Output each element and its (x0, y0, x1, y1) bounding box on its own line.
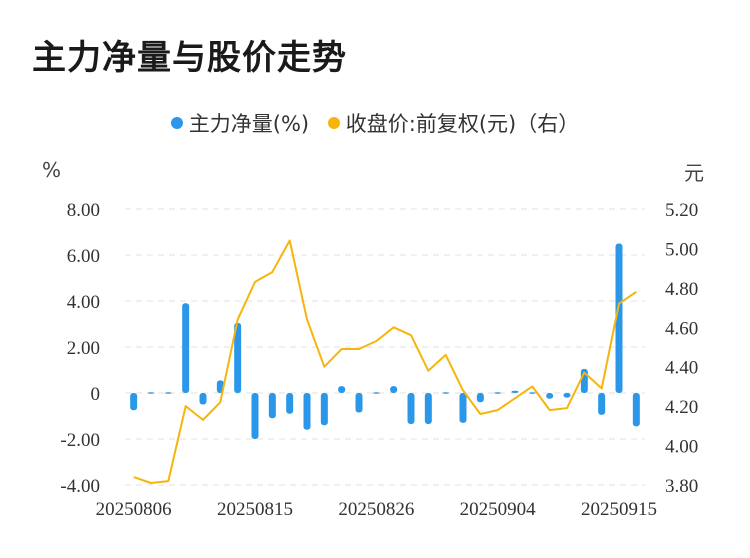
x-tick-label: 20250806 (96, 499, 172, 520)
line-series (133, 239, 637, 484)
bar (199, 393, 207, 405)
bar-series (130, 243, 640, 439)
left-tick-label: 8.00 (67, 200, 100, 221)
left-tick-label: -4.00 (60, 476, 100, 497)
bar (494, 392, 502, 394)
bar (251, 393, 259, 439)
left-tick-label: 6.00 (67, 246, 100, 267)
legend-dot-icon (170, 117, 183, 129)
close-price-line (133, 239, 637, 484)
left-tick-label: 2.00 (67, 338, 100, 359)
bar (615, 243, 623, 393)
chart-title: 主力净量与股价走势 (32, 38, 347, 78)
grid-lines (125, 208, 645, 486)
bar (407, 393, 415, 425)
right-tick-label: 4.40 (665, 358, 698, 379)
bar (598, 393, 606, 415)
bar (511, 390, 519, 393)
legend-label: 收盘价:前复权(元)（右） (345, 112, 580, 136)
legend-dot-icon (327, 117, 340, 129)
right-axis-unit: 元 (684, 161, 704, 185)
bar (390, 386, 398, 393)
x-tick-label: 20250815 (217, 499, 293, 520)
bar (268, 393, 276, 419)
bar (442, 392, 450, 394)
bar (234, 322, 242, 393)
right-axis-labels: 5.20 5.00 4.80 4.60 4.40 4.20 4.00 3.80 (665, 200, 698, 497)
right-tick-label: 5.00 (665, 239, 698, 260)
bar (338, 386, 346, 393)
bar (476, 393, 484, 403)
left-axis-labels: 8.00 6.00 4.00 2.00 0 -2.00 -4.00 (60, 200, 100, 497)
right-tick-label: 3.80 (665, 476, 698, 497)
x-tick-label: 20250826 (338, 499, 414, 520)
bar (546, 393, 554, 399)
right-tick-label: 4.80 (665, 279, 698, 300)
bar (147, 392, 155, 394)
right-tick-label: 5.20 (665, 200, 698, 221)
bar (528, 392, 536, 394)
bar (320, 393, 328, 426)
x-tick-label: 20250915 (581, 499, 657, 520)
left-tick-label: 0 (91, 384, 101, 405)
left-tick-label: -2.00 (60, 430, 100, 451)
bar (286, 393, 294, 414)
legend-label: 主力净量(%) (188, 112, 310, 136)
bar (424, 393, 432, 425)
right-tick-label: 4.20 (665, 397, 698, 418)
bar (164, 392, 172, 394)
bar (303, 393, 311, 430)
x-axis-labels: 20250806 20250815 20250826 20250904 20250915 (96, 499, 657, 520)
bar (632, 393, 640, 427)
bar (459, 393, 467, 423)
legend: 主力净量(%) 收盘价:前复权(元)（右） (0, 108, 750, 138)
right-tick-label: 4.60 (665, 318, 698, 339)
left-axis-unit: % (42, 158, 62, 182)
bar (130, 393, 138, 411)
left-tick-label: 4.00 (67, 292, 100, 313)
x-tick-label: 20250904 (460, 499, 537, 520)
legend-item-net-flow[interactable]: 主力净量(%) (170, 108, 310, 138)
bar (355, 393, 363, 413)
bar (372, 392, 380, 394)
legend-item-close-price[interactable]: 收盘价:前复权(元)（右） (327, 108, 580, 138)
right-tick-label: 4.00 (665, 437, 698, 458)
bar (182, 303, 190, 393)
bar (563, 393, 571, 398)
